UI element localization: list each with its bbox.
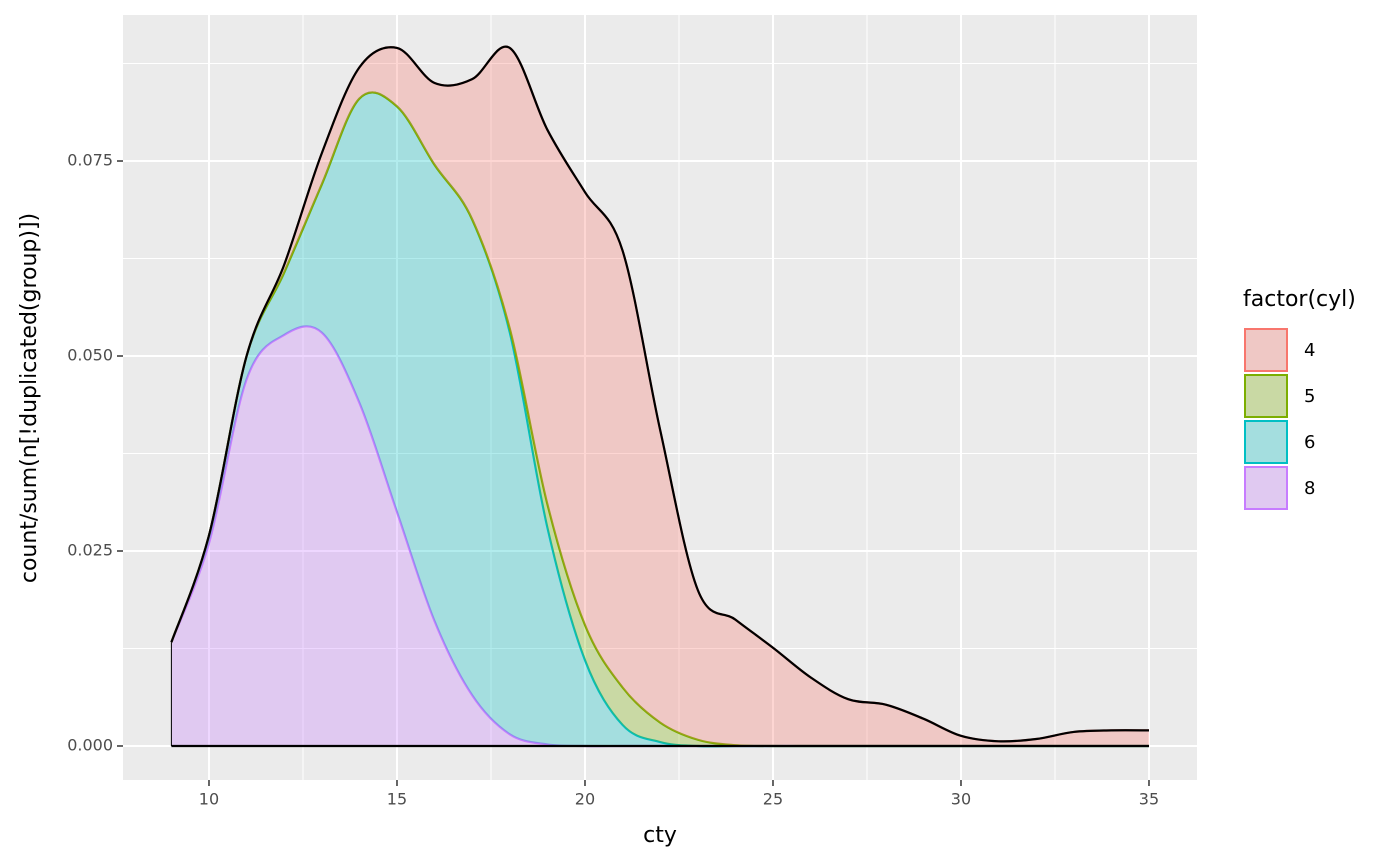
legend-title: factor(cyl): [1243, 287, 1356, 312]
y-tick-label: 0.075: [67, 151, 113, 170]
stack-outline: [170, 45, 1149, 743]
legend-key: [1244, 374, 1288, 418]
legend-label: 5: [1304, 386, 1315, 407]
legend-key: [1244, 466, 1288, 510]
legend-key: [1244, 420, 1288, 464]
legend-key-bg: [1244, 466, 1288, 510]
y-tick-label: 0.050: [67, 346, 113, 365]
y-tick-label: 0.000: [67, 735, 113, 754]
panel: [123, 15, 1197, 780]
x-tick-label: 35: [1139, 790, 1159, 809]
density-area: [171, 46, 1149, 747]
legend-key-bg: [1244, 374, 1288, 418]
y-tick-label: 0.025: [67, 540, 113, 559]
legend-key: [1244, 328, 1288, 372]
x-tick-label: 25: [763, 790, 783, 809]
legend-key-bg: [1244, 420, 1288, 464]
x-axis-title: cty: [643, 823, 677, 848]
legend-label: 6: [1304, 432, 1315, 453]
y-axis-title: count/sum(n[!duplicated(group)]): [17, 213, 42, 583]
x-tick-label: 20: [575, 790, 595, 809]
x-tick-label: 15: [387, 790, 407, 809]
legend-key-bg: [1244, 328, 1288, 372]
legend-label: 8: [1304, 478, 1315, 499]
density-area: [171, 326, 1149, 747]
legend-label: 4: [1304, 340, 1315, 361]
x-tick-label: 30: [951, 790, 971, 809]
density-area: [171, 92, 1149, 747]
x-tick-label: 10: [199, 790, 219, 809]
